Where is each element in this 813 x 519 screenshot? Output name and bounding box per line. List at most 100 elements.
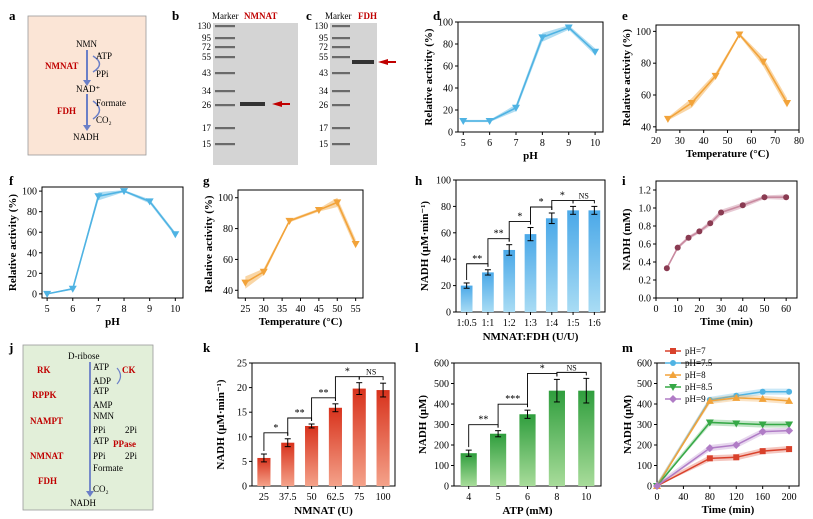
y-tick-label-100: 100 xyxy=(438,18,453,29)
mw-label-17: 17 xyxy=(319,123,329,133)
legend-marker-pH=9 xyxy=(669,395,677,403)
y-tick-label-0: 0 xyxy=(444,482,449,493)
bar-4 xyxy=(460,453,477,486)
x-tick-label-50: 50 xyxy=(723,136,733,147)
data-point-pH=9-120 xyxy=(732,441,741,449)
gel-c-marker-label: Marker xyxy=(325,11,352,21)
data-point-pH=7-200 xyxy=(786,446,793,453)
sig-label-3: * xyxy=(539,197,544,208)
y-axis-label: NADH (μM·min⁻¹) xyxy=(419,201,431,292)
legend-marker-pH=7.5 xyxy=(670,360,676,366)
scheme-j-co2: CO₂ xyxy=(93,484,109,494)
y-tick-label-400: 400 xyxy=(434,400,449,411)
legend-marker-pH=7 xyxy=(670,348,676,354)
x-tick-label-7: 7 xyxy=(514,138,519,149)
scheme-j-2pi2: 2Pi xyxy=(125,451,138,461)
x-tick-label-6: 6 xyxy=(487,138,492,149)
data-point-pH=9-200 xyxy=(785,426,794,435)
data-point-pH=7-120 xyxy=(733,454,740,461)
x-axis-label: Time (min) xyxy=(700,316,753,328)
panel-letter-d: d xyxy=(433,8,441,23)
gel-c-ladder-bands xyxy=(332,25,350,146)
mw-label-55: 55 xyxy=(319,52,329,62)
y-tick-label-1.0: 1.0 xyxy=(639,204,652,215)
ladder-band-26 xyxy=(215,104,235,107)
x-axis-label: NMNAT (U) xyxy=(294,505,353,517)
bar-5 xyxy=(490,433,507,486)
bar-75 xyxy=(352,388,366,486)
chart-d: 0 20 40 60 80 100 5 6 7 8 9 10 pH Relative activity (… xyxy=(423,18,604,162)
legend-label-pH=9: pH=9 xyxy=(685,394,706,404)
y-tick-label-400: 400 xyxy=(637,400,652,411)
x-axis-label: ATP (mM) xyxy=(502,505,553,517)
x-tick-label-1:6: 1:6 xyxy=(588,318,601,329)
x-tick-label-80: 80 xyxy=(794,136,804,147)
scheme-j-atp3: ATP xyxy=(93,436,109,446)
scheme-a-formate: Formate xyxy=(96,98,126,108)
x-tick-label-1:2: 1:2 xyxy=(503,318,516,329)
scheme-a-co2: CO₂ xyxy=(96,115,112,125)
y-tick-label-100: 100 xyxy=(434,461,449,472)
mw-label-26: 26 xyxy=(202,100,212,110)
arrowhead-1 xyxy=(83,80,91,86)
y-tick-label-0.2: 0.2 xyxy=(639,276,652,287)
data-point-35 xyxy=(687,99,696,107)
x-tick-label-9: 9 xyxy=(147,304,152,315)
bar-8 xyxy=(548,390,565,486)
x-tick-label-5: 5 xyxy=(496,492,501,503)
x-tick-label-10: 10 xyxy=(170,304,180,315)
x-tick-label-62.5: 62.5 xyxy=(327,492,345,503)
sig-bracket-4 xyxy=(551,199,574,210)
plot-frame xyxy=(237,189,364,299)
x-tick-label-20: 20 xyxy=(694,304,704,315)
x-tick-label-60: 60 xyxy=(746,136,756,147)
y-tick-label-0.8: 0.8 xyxy=(639,222,652,233)
data-point-55 xyxy=(351,241,360,248)
legend-marker-pH=8 xyxy=(669,371,677,378)
x-tick-label-1:5: 1:5 xyxy=(567,318,580,329)
y-tick-label-0: 0 xyxy=(446,308,451,319)
scheme-a: NMN ATP PPi NAD⁺ Formate CO₂ NADH NMNAT … xyxy=(27,15,147,156)
scheme-j-ribose: D-ribose xyxy=(68,351,100,361)
data-point-50 xyxy=(761,194,768,201)
bar-1:0.5 xyxy=(460,285,473,312)
y-tick-label-300: 300 xyxy=(637,420,652,431)
y-tick-label-500: 500 xyxy=(637,379,652,390)
sig-label-0: ** xyxy=(472,254,482,265)
data-point-30 xyxy=(718,209,725,216)
x-tick-label-35: 35 xyxy=(277,304,287,315)
bar-25 xyxy=(257,457,271,486)
scheme-j-ck-curve xyxy=(116,367,122,385)
panel-letter-e: e xyxy=(622,8,628,23)
cofactor-curve-2 xyxy=(92,100,101,120)
sig-label-4: NS xyxy=(366,368,376,377)
x-tick-label-50: 50 xyxy=(332,304,342,315)
panel-letter-f: f xyxy=(9,173,14,188)
y-tick-label-80: 80 xyxy=(641,59,651,70)
x-tick-label-60: 60 xyxy=(781,304,791,315)
y-axis-label: Relative activity (%) xyxy=(423,28,435,125)
data-point-pH=8-120 xyxy=(732,393,741,401)
data-point-9 xyxy=(145,198,154,206)
chart-m: 0 100 200 300 400 500 600 0 40 80 120 160 200 Time (m… xyxy=(622,346,800,516)
sig-bracket-4 xyxy=(358,376,384,381)
y-tick-label-0: 0 xyxy=(647,482,652,493)
x-tick-label-160: 160 xyxy=(755,492,770,503)
mw-label-43: 43 xyxy=(319,68,329,78)
x-tick-label-80: 80 xyxy=(705,492,715,503)
data-point-pH=8.5-200 xyxy=(785,421,794,429)
ladder-band-55 xyxy=(215,56,235,59)
scheme-j-atp2: ATP xyxy=(93,386,109,396)
data-point-60 xyxy=(783,194,790,201)
data-point-pH=8.5-80 xyxy=(705,419,714,427)
data-point-pH=9-0 xyxy=(653,482,661,490)
y-tick-label-100: 100 xyxy=(218,193,233,204)
x-tick-label-1:1: 1:1 xyxy=(482,318,495,329)
data-point-75 xyxy=(783,99,792,107)
series-line xyxy=(666,196,787,269)
legend-label-pH=7.5: pH=7.5 xyxy=(685,358,713,368)
data-point-50 xyxy=(333,199,342,207)
y-tick-label-1.2: 1.2 xyxy=(639,186,652,197)
data-point-5 xyxy=(663,265,670,272)
